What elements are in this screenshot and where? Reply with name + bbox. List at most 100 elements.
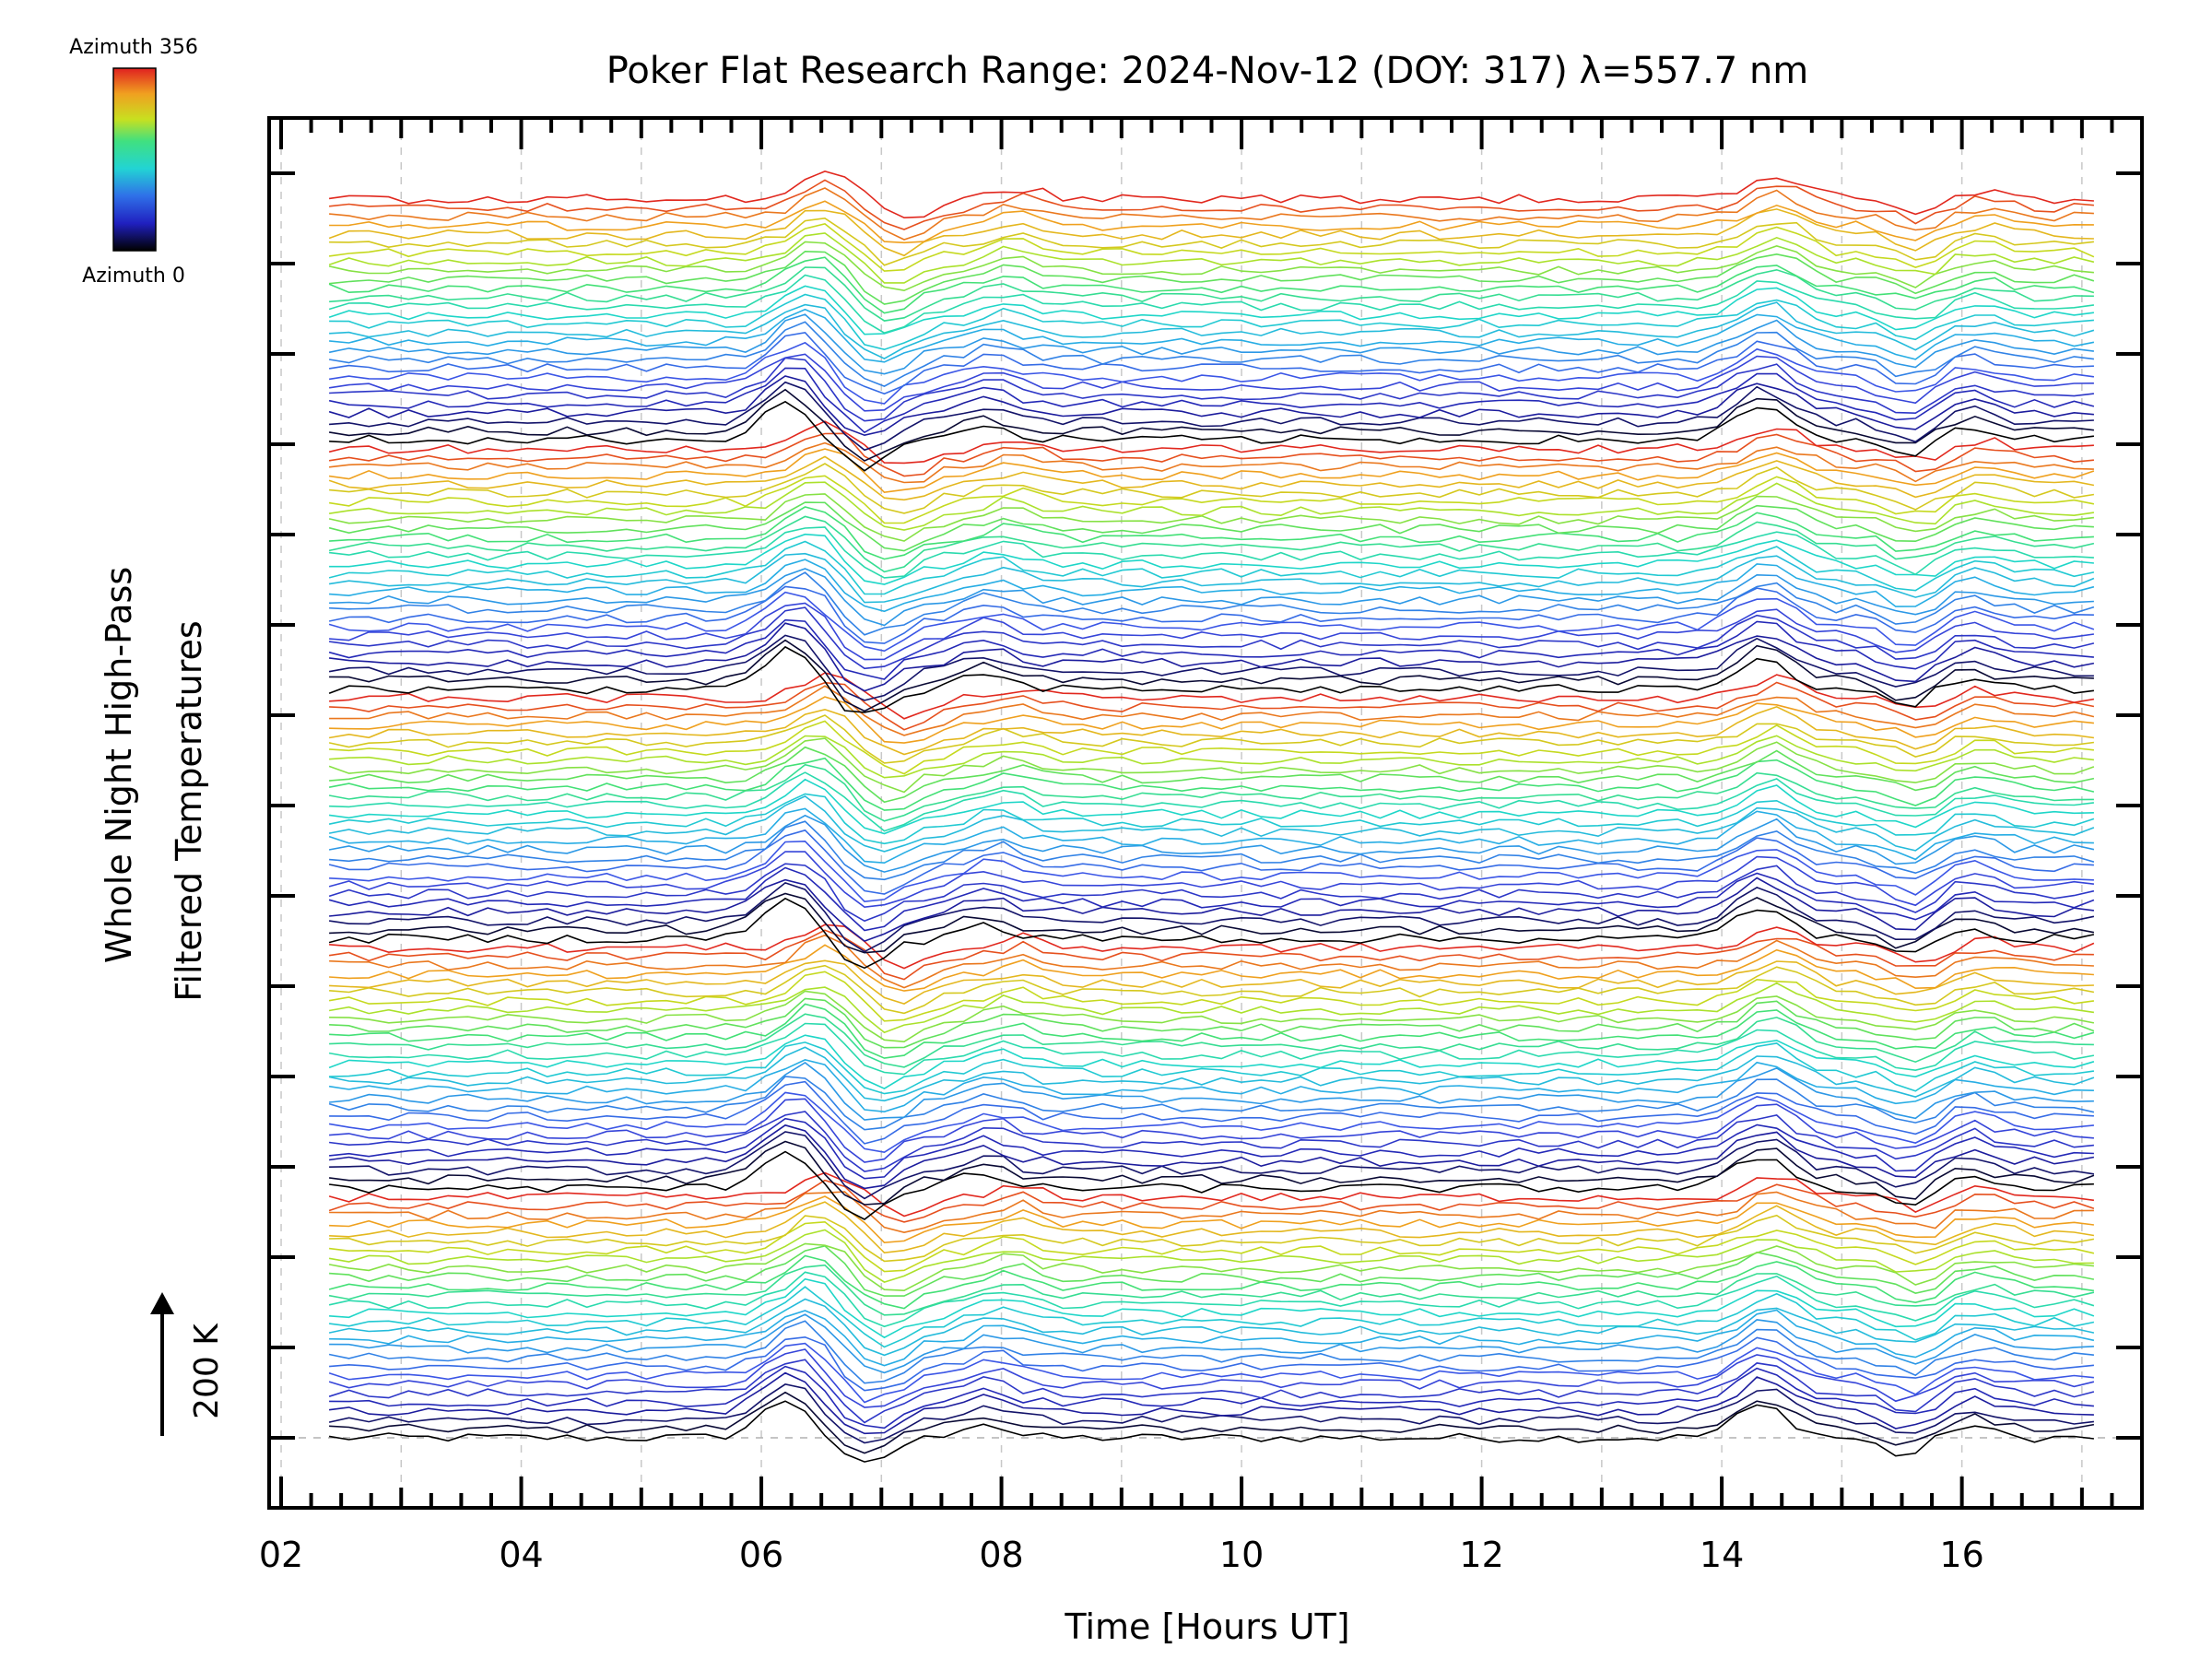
series-line (328, 606, 2095, 670)
series-group (328, 171, 2095, 1463)
series-line (328, 1076, 2095, 1131)
series-line (328, 256, 2095, 314)
series-line (328, 1271, 2095, 1328)
series-line (329, 568, 2094, 627)
series-line (329, 506, 2094, 560)
y-axis-label-line1: Whole Night High-Pass (99, 567, 139, 963)
series-line (328, 851, 2094, 909)
series-line (329, 1111, 2094, 1172)
series-line (328, 929, 2094, 981)
series-line (328, 341, 2095, 405)
series-line (328, 1171, 2095, 1218)
series-line (329, 1365, 2094, 1430)
x-axis-label: Time [Hours UT] (1064, 1606, 1349, 1647)
series-line (329, 681, 2095, 731)
series-line (329, 924, 2095, 970)
series-line (328, 1091, 2094, 1154)
series-line (329, 217, 2094, 266)
series-line (328, 714, 2095, 764)
series-line (329, 559, 2095, 613)
series-line (329, 1098, 2094, 1163)
x-tick-label: 12 (1459, 1535, 1503, 1575)
series-line (329, 1277, 2095, 1339)
series-line (329, 1080, 2094, 1145)
series-line (328, 285, 2094, 335)
series-line (328, 313, 2094, 375)
series-line (328, 1298, 2095, 1357)
series-line (328, 331, 2094, 395)
series-line (329, 622, 2095, 692)
series-line (329, 1013, 2094, 1068)
series-line (329, 200, 2094, 244)
series-line (329, 250, 2095, 305)
series-line (328, 1124, 2095, 1190)
series-line (328, 1254, 2095, 1310)
series-line (328, 388, 2094, 462)
series-line (328, 321, 2094, 387)
series-line (328, 971, 2095, 1022)
series-line (329, 696, 2094, 744)
series-line (328, 1400, 2094, 1463)
series-line (328, 1059, 2094, 1113)
series-line (329, 463, 2095, 514)
series-line (328, 794, 2095, 853)
series-line (328, 982, 2095, 1034)
series-line (329, 1309, 2095, 1367)
series-line (329, 944, 2094, 992)
series-line (329, 1335, 2094, 1392)
series-line (328, 1242, 2094, 1292)
series-line (329, 308, 2095, 363)
series-line (329, 820, 2095, 881)
series-line (329, 934, 2094, 989)
series-line (329, 400, 2094, 472)
series-line (328, 863, 2095, 923)
series-line (329, 357, 2094, 422)
series-line (328, 882, 2095, 953)
series-line (328, 1371, 2094, 1435)
series-line (329, 877, 2094, 943)
x-tick-label: 14 (1700, 1535, 1744, 1575)
series-line (329, 1195, 2094, 1244)
series-line (329, 735, 2094, 779)
series-line (328, 591, 2095, 653)
series-line (328, 367, 2095, 434)
series-line (329, 1062, 2094, 1121)
series-line (329, 1201, 2095, 1254)
series-line (328, 897, 2095, 970)
x-tick-label: 04 (499, 1535, 543, 1575)
series-line (329, 1131, 2095, 1200)
series-line (329, 571, 2095, 636)
series-line (329, 1220, 2095, 1273)
series-line (328, 645, 2095, 713)
series-line (328, 540, 2095, 595)
colorbar (112, 67, 157, 252)
series-line (328, 763, 2094, 822)
x-tick-label: 02 (259, 1535, 303, 1575)
series-line (328, 501, 2094, 552)
series-line (328, 1383, 2094, 1444)
series-line (329, 1117, 2094, 1180)
series-line (328, 1264, 2095, 1316)
series-line (329, 720, 2094, 775)
colorbar-top-label: Azimuth 356 (69, 36, 198, 59)
series-line (328, 585, 2094, 644)
series-line (329, 1391, 2095, 1454)
series-line (328, 515, 2095, 573)
series-line (328, 1150, 2094, 1220)
series-line (328, 706, 2095, 756)
series-line (328, 634, 2094, 701)
series-line (329, 771, 2094, 832)
series-line (329, 840, 2094, 903)
series-line (329, 1245, 2095, 1297)
series-line (329, 1286, 2095, 1348)
series-line (328, 1320, 2094, 1384)
colorbar-bottom-label: Azimuth 0 (82, 265, 185, 288)
series-line (328, 432, 2094, 477)
series-line (329, 1003, 2095, 1059)
series-line (328, 241, 2094, 292)
series-line (328, 793, 2095, 845)
x-tick-label: 06 (739, 1535, 783, 1575)
series-line (328, 807, 2094, 865)
series-line (329, 1214, 2095, 1263)
series-line (329, 1313, 2094, 1374)
